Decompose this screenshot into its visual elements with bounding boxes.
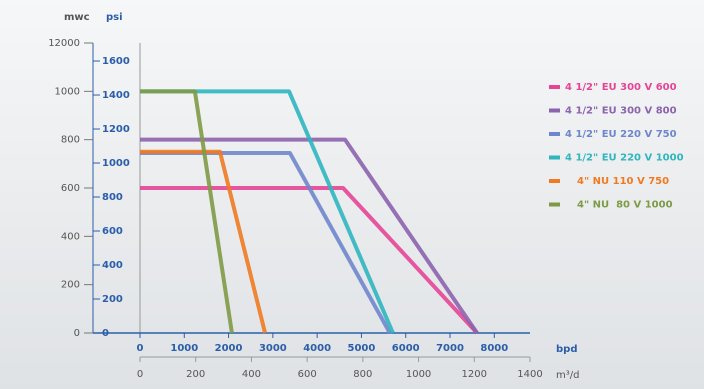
x2-tick-label: 0 [137, 343, 144, 354]
series-line [140, 137, 479, 335]
x-tick-label: 600 [298, 369, 317, 380]
y-tick-label: 12000 [48, 38, 80, 49]
legend-swatch [549, 202, 560, 207]
y-tick-label: 200 [61, 280, 80, 291]
y-tick-label: 1000 [55, 86, 80, 97]
legend-swatch [549, 85, 560, 89]
y2-tick-label: 1400 [102, 90, 130, 101]
series-line [140, 89, 234, 334]
x2-tick-label: 2000 [215, 343, 243, 354]
x-tick-label: 800 [353, 369, 372, 380]
legend-label: 4 1/2" EU 300 V 600 [565, 82, 677, 93]
y-tick-label: 600 [61, 183, 80, 194]
y2-tick-label: 400 [102, 260, 123, 271]
y2-tick-label: 0 [102, 328, 109, 339]
legend-label: 4 1/2" EU 220 V 750 [565, 129, 677, 140]
legend-swatch [549, 155, 560, 160]
y2-axis-label: psi [106, 12, 123, 23]
y2-tick-label: 1200 [102, 124, 130, 135]
y2-tick-label: 1600 [102, 56, 130, 67]
y-axis-label: mwc [64, 12, 90, 23]
x2-tick-label: 4000 [303, 343, 331, 354]
x-tick-label: 1200 [462, 369, 487, 380]
y2-tick-label: 200 [102, 294, 123, 305]
x2-tick-label: 6000 [392, 343, 420, 354]
legend-label: 4 1/2" EU 300 V 800 [565, 106, 677, 117]
x2-axis-label: bpd [556, 344, 577, 355]
x-tick-label: 1000 [406, 369, 431, 380]
x-tick-label: 1400 [517, 369, 542, 380]
y2-tick-label: 600 [102, 226, 123, 237]
x2-tick-label: 8000 [480, 343, 508, 354]
y-tick-label: 800 [61, 135, 80, 146]
x2-tick-label: 7000 [436, 343, 464, 354]
legend-label: 4" NU 110 V 750 [577, 176, 669, 187]
y-tick-label: 0 [74, 328, 80, 339]
legend-label: 4" NU 80 V 1000 [577, 200, 673, 211]
x-axis-label: m³/d [556, 370, 579, 381]
y2-tick-label: 1000 [102, 158, 130, 169]
x2-tick-label: 5000 [348, 343, 376, 354]
x-tick-label: 400 [242, 369, 261, 380]
y-tick-label: 400 [61, 231, 80, 242]
x-tick-label: 0 [137, 369, 143, 380]
legend-label: 4 1/2" EU 220 V 1000 [565, 153, 684, 164]
legend-swatch [549, 108, 560, 113]
x-tick-label: 200 [186, 369, 205, 380]
legend-swatch [549, 179, 560, 183]
legend-swatch [549, 132, 560, 136]
x2-tick-label: 3000 [259, 343, 287, 354]
series-line [140, 149, 268, 334]
y2-tick-label: 800 [102, 192, 123, 203]
x2-tick-label: 1000 [170, 343, 198, 354]
